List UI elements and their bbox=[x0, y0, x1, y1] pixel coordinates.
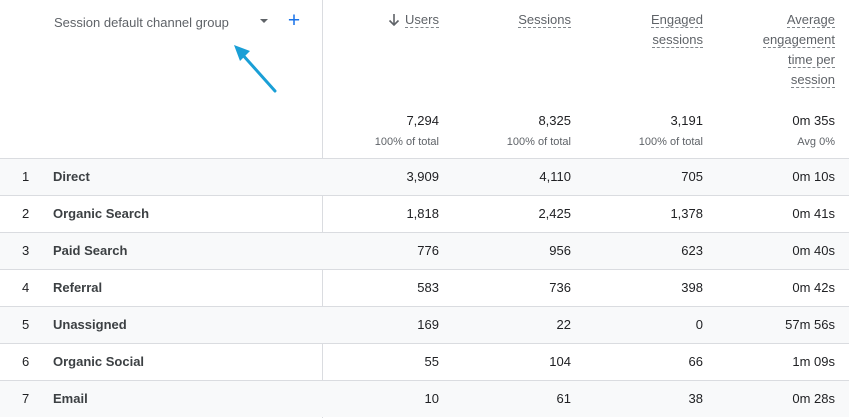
users-value: 169 bbox=[417, 317, 439, 332]
users-value: 3,909 bbox=[406, 169, 439, 184]
sessions-value: 22 bbox=[556, 317, 571, 332]
users-value: 776 bbox=[417, 243, 439, 258]
channel-name[interactable]: Email bbox=[53, 391, 88, 406]
table-row[interactable]: 5 Unassigned 169 22 0 57m 56s bbox=[0, 306, 849, 343]
row-index: 1 bbox=[22, 169, 30, 184]
engaged-sessions-value: 66 bbox=[688, 354, 703, 369]
average-engagement-time-value: 0m 41s bbox=[792, 206, 835, 221]
column-header-label: Users bbox=[405, 12, 439, 28]
column-header-label-line: sessions bbox=[652, 32, 703, 48]
column-divider bbox=[322, 0, 323, 418]
column-header-users[interactable]: Users bbox=[319, 10, 439, 30]
column-header-engaged-sessions[interactable]: Engaged sessions bbox=[583, 10, 703, 50]
table-row[interactable]: 1 Direct 3,909 4,110 705 0m 10s bbox=[0, 158, 849, 195]
arrow-down-icon bbox=[388, 14, 400, 27]
column-header-average-engagement-time[interactable]: Average engagement time per session bbox=[715, 10, 835, 90]
sessions-value: 104 bbox=[549, 354, 571, 369]
row-index: 5 bbox=[22, 317, 30, 332]
total-users: 7,294 bbox=[406, 113, 439, 128]
column-header-label-line: time per bbox=[788, 52, 835, 68]
plus-icon: + bbox=[287, 9, 301, 32]
engaged-sessions-value: 398 bbox=[681, 280, 703, 295]
average-engagement-time-value: 0m 10s bbox=[792, 169, 835, 184]
average-engagement-time-value: 57m 56s bbox=[785, 317, 835, 332]
table-row[interactable]: 3 Paid Search 776 956 623 0m 40s bbox=[0, 232, 849, 269]
users-value: 583 bbox=[417, 280, 439, 295]
sessions-value: 4,110 bbox=[539, 169, 571, 184]
channel-name[interactable]: Direct bbox=[53, 169, 90, 184]
average-engagement-time-value: 1m 09s bbox=[792, 354, 835, 369]
column-header-label-line: Average bbox=[786, 12, 835, 28]
engaged-sessions-value: 0 bbox=[695, 317, 703, 332]
total-sessions: 8,325 bbox=[538, 113, 571, 128]
sessions-value: 2,425 bbox=[538, 206, 571, 221]
engaged-sessions-value: 38 bbox=[688, 391, 703, 406]
column-header-label-line: Engaged bbox=[650, 12, 703, 28]
channel-name[interactable]: Organic Search bbox=[53, 206, 150, 221]
channel-name[interactable]: Referral bbox=[53, 280, 103, 295]
row-index: 2 bbox=[22, 206, 30, 221]
table-row[interactable]: 7 Email 10 61 38 0m 28s bbox=[0, 380, 849, 417]
average-engagement-time-value: 0m 40s bbox=[792, 243, 835, 258]
channel-name[interactable]: Organic Social bbox=[53, 354, 145, 369]
engaged-sessions-value: 623 bbox=[681, 243, 703, 258]
table-row[interactable]: 6 Organic Social 55 104 66 1m 09s bbox=[0, 343, 849, 380]
total-engaged-sessions-pct: 100% of total bbox=[638, 136, 703, 148]
total-users-pct: 100% of total bbox=[374, 136, 439, 148]
dimension-selector[interactable]: Session default channel group bbox=[54, 13, 229, 31]
arrow-pointer-icon bbox=[234, 45, 277, 93]
users-value: 55 bbox=[424, 354, 439, 369]
row-index: 4 bbox=[22, 280, 30, 295]
engaged-sessions-value: 705 bbox=[681, 169, 703, 184]
row-index: 3 bbox=[22, 243, 30, 258]
total-sessions-pct: 100% of total bbox=[506, 136, 571, 148]
sessions-value: 956 bbox=[549, 243, 571, 258]
average-engagement-time-value: 0m 42s bbox=[792, 280, 835, 295]
users-value: 1,818 bbox=[406, 206, 439, 221]
average-engagement-time-value: 0m 28s bbox=[792, 391, 835, 406]
channel-name[interactable]: Unassigned bbox=[53, 317, 127, 332]
column-header-label-line: engagement bbox=[762, 32, 835, 48]
sessions-value: 61 bbox=[556, 391, 571, 406]
dimension-label: Session default channel group bbox=[54, 14, 229, 30]
table-row[interactable]: 4 Referral 583 736 398 0m 42s bbox=[0, 269, 849, 306]
column-header-label-line: session bbox=[790, 72, 835, 88]
sessions-value: 736 bbox=[549, 280, 571, 295]
add-dimension-button[interactable]: + bbox=[285, 10, 303, 32]
row-index: 6 bbox=[22, 354, 30, 369]
total-average-engagement-time-pct: Avg 0% bbox=[797, 136, 835, 148]
total-engaged-sessions: 3,191 bbox=[670, 113, 703, 128]
engaged-sessions-value: 1,378 bbox=[670, 206, 703, 221]
row-index: 7 bbox=[22, 391, 30, 406]
column-header-sessions[interactable]: Sessions bbox=[451, 10, 571, 30]
caret-down-icon[interactable] bbox=[260, 19, 268, 23]
channel-name[interactable]: Paid Search bbox=[53, 243, 128, 258]
column-header-label: Sessions bbox=[518, 12, 571, 28]
total-average-engagement-time: 0m 35s bbox=[792, 113, 835, 128]
table-row[interactable]: 2 Organic Search 1,818 2,425 1,378 0m 41… bbox=[0, 195, 849, 232]
users-value: 10 bbox=[424, 391, 439, 406]
